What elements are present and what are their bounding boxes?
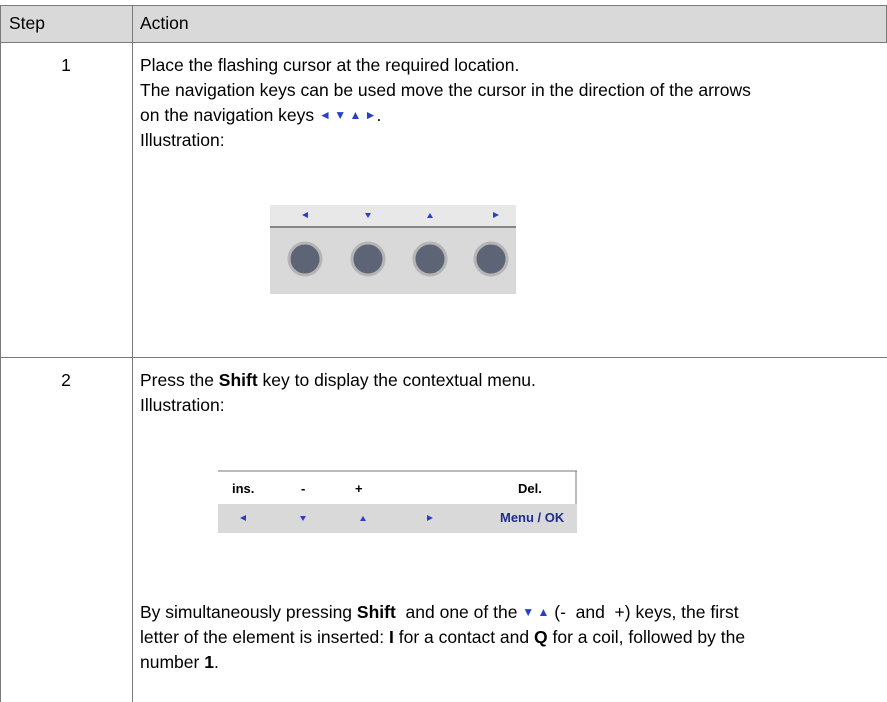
text: By simultaneously pressing bbox=[140, 602, 357, 622]
menu-label: Del. bbox=[518, 481, 542, 496]
text: for a coil, followed by the bbox=[547, 627, 746, 647]
header-cell: Step bbox=[9, 13, 45, 33]
arrow-symbols: ▼ ▲ bbox=[522, 605, 550, 619]
text: The navigation keys can be used move the… bbox=[140, 80, 751, 100]
text: (- and +) keys, the first bbox=[549, 602, 739, 622]
text-line: The navigation keys can be used move the… bbox=[140, 78, 751, 103]
action-text: Place the flashing cursor at the require… bbox=[140, 53, 751, 153]
arrow-symbols: ◄ ▼ ▲ ► bbox=[319, 108, 377, 122]
bold-text: I bbox=[389, 627, 394, 647]
text-line: number 1. bbox=[140, 650, 745, 675]
text: letter of the element is inserted: bbox=[140, 627, 390, 647]
border bbox=[0, 5, 887, 6]
text-line: Illustration: bbox=[140, 393, 536, 418]
text: on the navigation keys bbox=[140, 105, 320, 125]
text-line: Press the Shift key to display the conte… bbox=[140, 368, 536, 393]
text-line: By simultaneously pressing Shift and one… bbox=[140, 600, 745, 625]
menu-frame bbox=[218, 470, 577, 533]
bold-text: Shift bbox=[356, 602, 396, 622]
border bbox=[132, 5, 133, 702]
text: number bbox=[140, 652, 205, 672]
text: Press the bbox=[140, 370, 219, 390]
step-number: 1 bbox=[61, 55, 71, 75]
text: . bbox=[376, 105, 382, 125]
text-line: letter of the element is inserted: I for… bbox=[140, 625, 745, 650]
text: key to display the contextual menu. bbox=[257, 370, 536, 390]
menu-label: - bbox=[301, 481, 306, 496]
text-line: Illustration: bbox=[140, 128, 751, 153]
text: and one of the bbox=[395, 602, 523, 622]
navigation-keys-illustration bbox=[270, 205, 516, 294]
contextual-menu-illustration: ins. - + Del. Menu / OK bbox=[218, 470, 577, 533]
action-text: Press the Shift key to display the conte… bbox=[140, 368, 536, 418]
border bbox=[0, 357, 887, 358]
menu-label: + bbox=[355, 481, 363, 496]
border bbox=[0, 5, 1, 702]
text-line: on the navigation keys ◄ ▼ ▲ ►. bbox=[140, 103, 751, 128]
text: Illustration: bbox=[140, 130, 225, 150]
menu-label: Menu / OK bbox=[500, 510, 565, 525]
bold-text: Q bbox=[534, 627, 548, 647]
text: for a contact and bbox=[393, 627, 534, 647]
border bbox=[0, 42, 887, 43]
header-cell: Action bbox=[140, 13, 189, 33]
text: Place the flashing cursor at the require… bbox=[140, 55, 520, 75]
bold-text: 1 bbox=[204, 652, 214, 672]
bold-text: Shift bbox=[218, 370, 258, 390]
text: Illustration: bbox=[140, 395, 225, 415]
step-number: 2 bbox=[61, 370, 71, 390]
header-bg bbox=[0, 5, 887, 42]
text-line: Place the flashing cursor at the require… bbox=[140, 53, 751, 78]
text: . bbox=[213, 652, 219, 672]
action-note: By simultaneously pressing Shift and one… bbox=[140, 600, 745, 675]
menu-label: ins. bbox=[232, 481, 255, 496]
